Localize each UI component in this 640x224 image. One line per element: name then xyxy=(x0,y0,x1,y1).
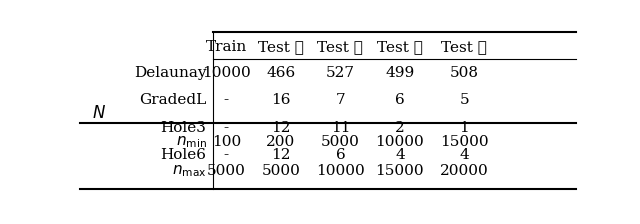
Text: 6: 6 xyxy=(335,148,345,162)
Text: Delaunay: Delaunay xyxy=(134,66,207,80)
Text: 4: 4 xyxy=(460,148,469,162)
Text: Test ②: Test ② xyxy=(317,40,364,54)
Text: Hole3: Hole3 xyxy=(161,121,207,135)
Text: 10000: 10000 xyxy=(202,66,251,80)
Text: Test ④: Test ④ xyxy=(442,40,487,54)
Text: GradedL: GradedL xyxy=(140,93,207,107)
Text: 10000: 10000 xyxy=(316,164,365,178)
Text: 499: 499 xyxy=(385,66,415,80)
Text: 12: 12 xyxy=(271,121,291,135)
Text: 20000: 20000 xyxy=(440,164,489,178)
Text: -: - xyxy=(224,121,229,135)
Text: 15000: 15000 xyxy=(440,136,489,149)
Text: 527: 527 xyxy=(326,66,355,80)
Text: 508: 508 xyxy=(450,66,479,80)
Text: 2: 2 xyxy=(395,121,404,135)
Text: Test ①: Test ① xyxy=(258,40,304,54)
Text: 12: 12 xyxy=(271,148,291,162)
Text: 100: 100 xyxy=(212,136,241,149)
Text: $n_{\min}$: $n_{\min}$ xyxy=(175,135,207,150)
Text: 5000: 5000 xyxy=(262,164,300,178)
Text: 6: 6 xyxy=(395,93,404,107)
Text: -: - xyxy=(224,148,229,162)
Text: Hole6: Hole6 xyxy=(161,148,207,162)
Text: 5000: 5000 xyxy=(207,164,246,178)
Text: 11: 11 xyxy=(331,121,350,135)
Text: $N$: $N$ xyxy=(92,106,106,123)
Text: 200: 200 xyxy=(266,136,296,149)
Text: 4: 4 xyxy=(395,148,404,162)
Text: -: - xyxy=(224,93,229,107)
Text: 5000: 5000 xyxy=(321,136,360,149)
Text: 10000: 10000 xyxy=(376,136,424,149)
Text: 15000: 15000 xyxy=(376,164,424,178)
Text: 5: 5 xyxy=(460,93,469,107)
Text: 16: 16 xyxy=(271,93,291,107)
Text: Test ③: Test ③ xyxy=(377,40,423,54)
Text: 7: 7 xyxy=(335,93,345,107)
Text: Train: Train xyxy=(205,40,247,54)
Text: $n_{\max}$: $n_{\max}$ xyxy=(172,163,207,179)
Text: 1: 1 xyxy=(460,121,469,135)
Text: 466: 466 xyxy=(266,66,296,80)
